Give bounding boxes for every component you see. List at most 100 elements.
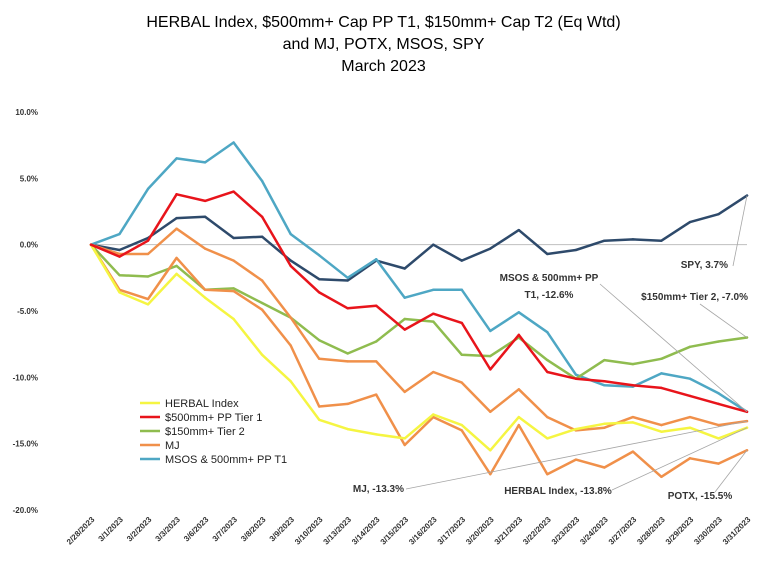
data-point	[289, 380, 292, 383]
x-tick-label: 3/2/2023	[125, 515, 154, 544]
data-point	[346, 352, 349, 355]
data-point	[89, 243, 93, 246]
data-point	[574, 427, 578, 431]
x-tick-label: 3/23/2023	[550, 515, 582, 547]
data-point	[460, 423, 463, 427]
data-point	[203, 296, 207, 299]
data-point	[175, 216, 178, 220]
data-point	[346, 276, 349, 280]
data-point	[546, 370, 549, 374]
data-point	[260, 279, 264, 282]
data-point	[603, 239, 606, 242]
data-point	[317, 254, 321, 257]
data-point	[432, 413, 435, 416]
data-point	[146, 187, 150, 191]
x-tick-label: 3/16/2023	[407, 515, 439, 547]
annotation-label: T1, -12.6%	[525, 290, 574, 301]
data-point	[118, 273, 121, 277]
data-point	[232, 190, 235, 193]
legend-label: MSOS & 500mm+ PP T1	[165, 454, 287, 466]
data-point	[517, 415, 521, 419]
data-point	[631, 384, 635, 387]
data-point	[546, 331, 549, 334]
legend-label: $150mm+ Tier 2	[165, 426, 245, 438]
data-point	[631, 238, 635, 241]
data-point	[517, 228, 521, 232]
data-point	[517, 311, 521, 314]
series-line	[89, 141, 749, 414]
x-tick-label: 2/28/2023	[65, 515, 97, 547]
x-tick-label: 3/8/2023	[239, 515, 268, 544]
data-point	[717, 402, 720, 406]
x-tick-label: 3/7/2023	[211, 515, 240, 544]
data-point	[546, 358, 549, 362]
data-point	[146, 303, 150, 306]
data-point	[403, 328, 406, 331]
data-point	[717, 340, 720, 343]
data-point	[603, 426, 606, 429]
x-tick-label: 3/28/2023	[635, 515, 667, 547]
data-point	[260, 235, 264, 238]
chart-title-line-2: and MJ, POTX, MSOS, SPY	[282, 36, 485, 53]
x-tick-label: 3/14/2023	[350, 515, 382, 547]
y-tick-label: -20.0%	[13, 506, 38, 515]
data-point	[175, 157, 178, 160]
data-point	[203, 199, 207, 203]
data-point	[289, 259, 292, 262]
series-line	[89, 194, 749, 282]
data-point	[346, 307, 349, 310]
data-point	[232, 141, 235, 144]
data-point	[317, 405, 321, 408]
data-point	[260, 308, 264, 311]
data-point	[603, 384, 606, 387]
data-point	[489, 329, 492, 333]
data-point	[688, 394, 692, 398]
x-tick-label: 3/24/2023	[578, 515, 610, 547]
x-tick-label: 3/17/2023	[436, 515, 468, 547]
data-point	[175, 227, 178, 230]
data-point	[546, 415, 549, 419]
data-point	[517, 388, 521, 391]
data-point	[146, 239, 150, 242]
x-tick-label: 3/10/2023	[293, 515, 325, 547]
x-tick-label: 3/29/2023	[664, 515, 696, 547]
x-tick-label: 3/1/2023	[97, 515, 126, 544]
data-point	[489, 410, 492, 414]
data-point	[146, 297, 150, 301]
data-point	[660, 386, 663, 390]
annotation-leader-line	[714, 450, 748, 493]
data-point	[489, 368, 492, 371]
data-point	[688, 426, 692, 429]
data-point	[289, 344, 292, 347]
legend-label: HERBAL Index	[165, 398, 239, 410]
data-point	[660, 239, 663, 242]
y-tick-label: 5.0%	[20, 174, 38, 183]
data-point	[574, 373, 578, 376]
data-point	[460, 381, 463, 384]
data-point	[118, 248, 121, 252]
data-point	[317, 357, 321, 360]
data-point	[460, 321, 463, 325]
data-point	[175, 256, 178, 260]
data-point	[203, 288, 207, 291]
data-point	[146, 252, 150, 256]
data-point	[203, 247, 207, 250]
data-point	[546, 437, 549, 440]
data-point	[346, 279, 349, 282]
data-point	[546, 252, 549, 256]
series-line	[89, 243, 749, 452]
data-point	[375, 393, 378, 396]
series-line	[89, 190, 749, 414]
data-point	[260, 215, 264, 219]
data-point	[574, 248, 578, 252]
annotation-label: MJ, -13.3%	[353, 484, 404, 495]
data-point	[660, 423, 663, 427]
data-point	[489, 472, 492, 476]
y-tick-label: -15.0%	[13, 440, 38, 449]
data-point	[717, 212, 720, 216]
data-point	[232, 287, 235, 290]
data-point	[489, 354, 492, 358]
data-point	[289, 232, 292, 236]
data-point	[375, 340, 378, 343]
